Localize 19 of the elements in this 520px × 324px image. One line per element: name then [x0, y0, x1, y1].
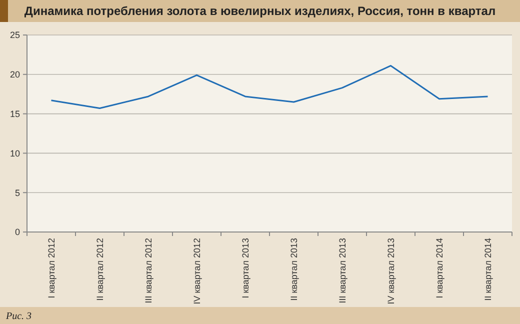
x-tick-label: I квартал 2014 — [434, 238, 444, 298]
x-tick-label: II квартал 2013 — [288, 238, 299, 301]
y-tick-label: 10 — [10, 148, 20, 158]
y-tick-label: 5 — [14, 188, 20, 198]
x-tick-label: III квартал 2013 — [337, 238, 348, 304]
x-tick-label: I квартал 2013 — [240, 238, 250, 298]
x-tick-label: IV квартал 2013 — [386, 238, 396, 304]
line-series — [50, 64, 488, 110]
y-tick-label: 15 — [10, 108, 20, 119]
x-tick-label: IV квартал 2012 — [192, 238, 202, 304]
text: Рис. 3 — [5, 311, 32, 322]
y-tick-label: 0 — [14, 227, 20, 238]
x-tick-label: II квартал 2012 — [94, 238, 105, 301]
y-tick-label: 20 — [10, 70, 20, 80]
x-tick-label: II квартал 2014 — [482, 238, 493, 301]
x-tick-label: III квартал 2012 — [143, 238, 154, 304]
chart-title: Динамика потребления золота в ювелирных изделиях, Россия, тонн в квартал — [24, 4, 496, 18]
y-tick-label: 25 — [10, 30, 20, 40]
x-tick-label: I квартал 2012 — [46, 238, 56, 298]
